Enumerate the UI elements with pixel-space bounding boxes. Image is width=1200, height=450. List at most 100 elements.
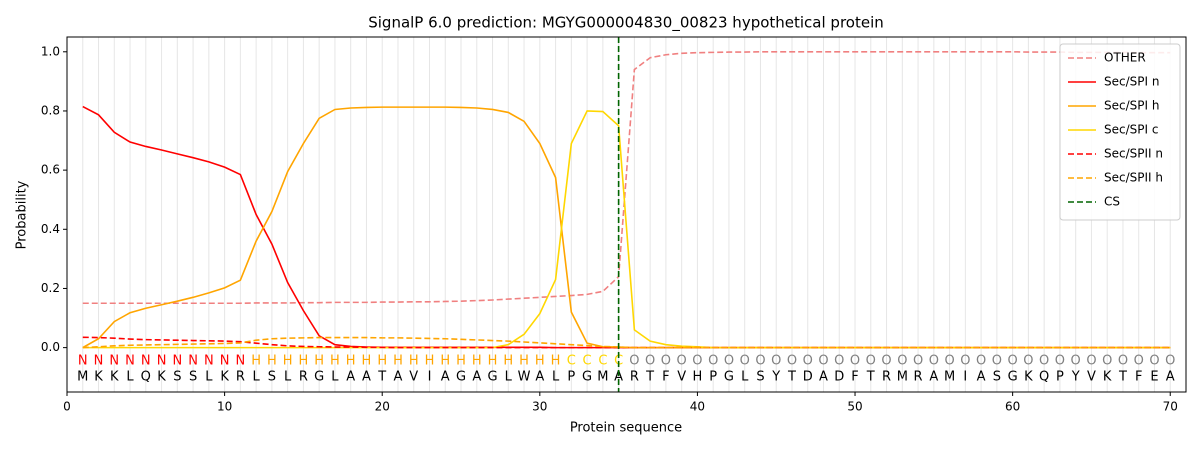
residue: L (505, 370, 513, 385)
residue: P (709, 370, 717, 385)
residue: L (205, 370, 213, 385)
residue: R (914, 370, 923, 385)
x-tick-label: 60 (1005, 400, 1020, 414)
region-label: O (1118, 354, 1128, 369)
region-label: O (913, 354, 923, 369)
region-label: O (1023, 354, 1033, 369)
residue: R (882, 370, 891, 385)
residue: T (377, 370, 386, 385)
residue: K (157, 370, 166, 385)
residue: R (236, 370, 245, 385)
x-tick-label: 20 (375, 400, 390, 414)
region-label: N (220, 354, 230, 369)
residue: S (189, 370, 197, 385)
region-label: O (755, 354, 765, 369)
residue: V (1087, 370, 1096, 385)
residue: L (253, 370, 261, 385)
region-label: H (299, 354, 309, 369)
x-tick-label: 40 (690, 400, 705, 414)
region-label: H (503, 354, 513, 369)
residue: M (897, 370, 908, 385)
legend-label: Sec/SPII h (1104, 171, 1163, 185)
legend-label: Sec/SPII n (1104, 147, 1163, 161)
residue: Q (1039, 370, 1049, 385)
legend-label: OTHER (1104, 51, 1146, 65)
residue: F (662, 370, 669, 385)
region-label: O (1055, 354, 1065, 369)
residue: I (963, 370, 967, 385)
residue: L (126, 370, 134, 385)
region-label: C (567, 354, 576, 369)
residue: G (456, 370, 466, 385)
region-label: O (850, 354, 860, 369)
residue: H (693, 370, 703, 385)
series-line (82, 110, 1171, 349)
region-label: H (393, 354, 403, 369)
region-label: N (94, 354, 104, 369)
residue: A (929, 370, 938, 385)
region-label: H (551, 354, 561, 369)
region-label: O (834, 354, 844, 369)
residue: A (362, 370, 371, 385)
series-line (82, 336, 1171, 349)
residue: A (346, 370, 355, 385)
y-tick-label: 0.0 (41, 340, 60, 354)
region-label: O (881, 354, 891, 369)
region-label: N (204, 354, 214, 369)
residue: F (851, 370, 858, 385)
x-tick-label: 50 (847, 400, 862, 414)
residue: R (299, 370, 308, 385)
residue: E (1150, 370, 1158, 385)
legend-label: CS (1104, 195, 1120, 209)
region-label: H (472, 354, 482, 369)
residue: D (834, 370, 844, 385)
residue: L (552, 370, 560, 385)
region-label: H (314, 354, 324, 369)
region-label: O (866, 354, 876, 369)
region-label: O (818, 354, 828, 369)
residue: K (1103, 370, 1112, 385)
region-label: O (661, 354, 671, 369)
region-label: H (362, 354, 372, 369)
residue: S (756, 370, 764, 385)
residue: T (645, 370, 654, 385)
region-label: O (1008, 354, 1018, 369)
residue: Q (141, 370, 151, 385)
residue: G (724, 370, 734, 385)
residue: G (582, 370, 592, 385)
residue: A (977, 370, 986, 385)
region-label: H (488, 354, 498, 369)
region-label: C (583, 354, 592, 369)
residue: M (944, 370, 955, 385)
region-label: H (283, 354, 293, 369)
region-label: H (267, 354, 277, 369)
region-label: N (109, 354, 119, 369)
residue: D (803, 370, 813, 385)
region-label: O (1134, 354, 1144, 369)
region-label: O (1102, 354, 1112, 369)
residue: A (614, 370, 623, 385)
residue: Y (1071, 370, 1080, 385)
residue: P (567, 370, 575, 385)
residue: T (1118, 370, 1127, 385)
residue: T (787, 370, 796, 385)
region-label: O (1071, 354, 1081, 369)
residue: K (110, 370, 119, 385)
region-label: H (535, 354, 545, 369)
y-axis-label: Probability (15, 180, 30, 249)
region-label: O (708, 354, 718, 369)
region-label: O (645, 354, 655, 369)
x-tick-label: 70 (1163, 400, 1178, 414)
residue: A (819, 370, 828, 385)
legend-box (1059, 43, 1181, 221)
region-label: C (598, 354, 607, 369)
region-label: H (519, 354, 529, 369)
y-tick-label: 0.6 (41, 163, 60, 177)
region-label: H (346, 354, 356, 369)
region-label: N (157, 354, 167, 369)
region-label: N (141, 354, 151, 369)
residue: F (1135, 370, 1142, 385)
residue: T (866, 370, 875, 385)
